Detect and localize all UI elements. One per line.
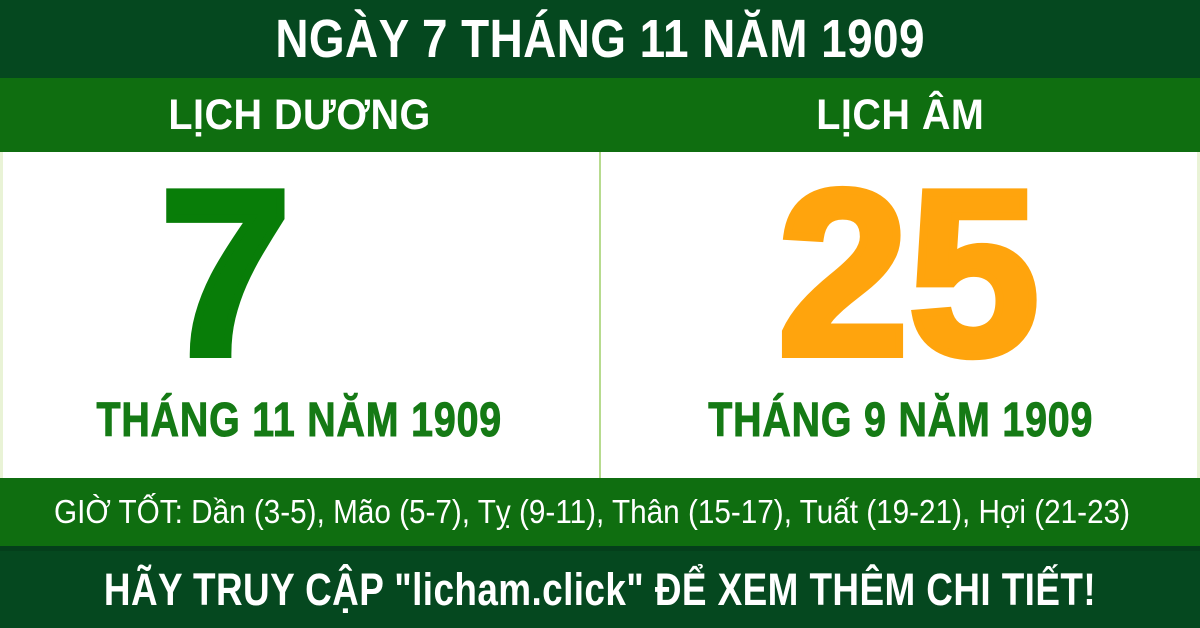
- solar-panel: 7 THÁNG 11 NĂM 1909: [0, 141, 599, 478]
- panel-divider: [599, 152, 601, 478]
- lunar-day-number: 25: [774, 141, 1043, 404]
- lunar-month-year: THÁNG 9 NĂM 1909: [666, 393, 1135, 478]
- page-title-text: NGÀY 7 THÁNG 11 NĂM 1909: [275, 9, 925, 69]
- tab-bar: LỊCH DƯƠNG LỊCH ÂM: [0, 78, 1200, 152]
- solar-month-year-text: THÁNG 11 NĂM 1909: [96, 394, 503, 448]
- footer-message: HÃY TRUY CẬP "licham.click" ĐỂ XEM THÊM …: [103, 563, 1097, 615]
- solar-day-number: 7: [156, 141, 295, 404]
- tab-solar-calendar[interactable]: LỊCH DƯƠNG: [0, 78, 600, 152]
- footer: HÃY TRUY CẬP "licham.click" ĐỂ XEM THÊM …: [0, 546, 1200, 628]
- good-hours-text: GIỜ TỐT: Dần (3-5), Mão (5-7), Tỵ (9-11)…: [54, 493, 1131, 530]
- solar-month-year: THÁNG 11 NĂM 1909: [52, 393, 547, 478]
- page-title: NGÀY 7 THÁNG 11 NĂM 1909: [218, 8, 982, 70]
- calendar-panels: 7 THÁNG 11 NĂM 1909 25 THÁNG 9 NĂM 1909: [0, 141, 1200, 478]
- tab-lunar-calendar[interactable]: LỊCH ÂM: [600, 78, 1200, 152]
- header: NGÀY 7 THÁNG 11 NĂM 1909: [0, 0, 1200, 78]
- good-hours-bar: GIỜ TỐT: Dần (3-5), Mão (5-7), Tỵ (9-11)…: [0, 478, 1200, 546]
- lunar-month-year-text: THÁNG 9 NĂM 1909: [708, 394, 1093, 448]
- tab-lunar-label: LỊCH ÂM: [815, 90, 985, 139]
- tab-solar-label: LỊCH DƯƠNG: [168, 90, 432, 139]
- lunar-panel: 25 THÁNG 9 NĂM 1909: [601, 141, 1200, 478]
